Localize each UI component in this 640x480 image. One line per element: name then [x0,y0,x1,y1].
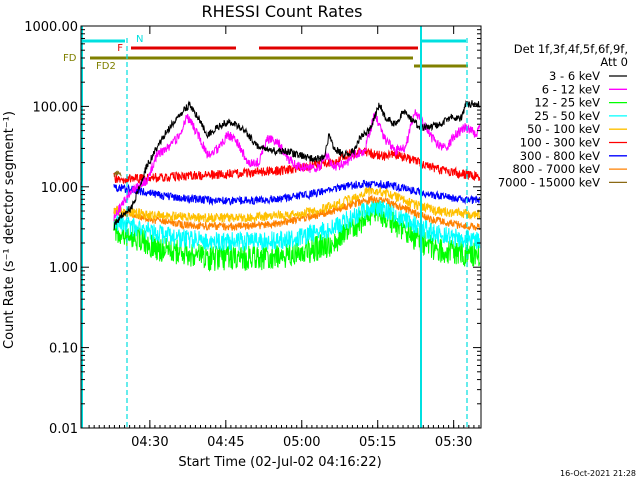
series-line-3-6kev [113,99,481,231]
y-tick-label: 0.01 [49,422,78,437]
flag-label-n: N [136,34,143,45]
attenuator-markers [81,26,468,428]
plot-frame [80,25,482,429]
x-axis: 04:30 04:45 05:00 05:15 05:30 [88,26,480,450]
flag-bars: F FD FD2 N [63,34,468,72]
x-tick-label: 05:15 [359,435,396,450]
footer-date: 16-Oct-2021 21:28 [560,469,636,478]
legend-label: 300 - 800 keV [520,149,600,163]
y-tick-label: 100.00 [33,100,79,115]
legend-label: 100 - 300 keV [520,136,600,150]
chart-title: RHESSI Count Rates [202,2,363,21]
flag-label-fd2: FD2 [96,61,116,72]
legend-label: 6 - 12 keV [542,82,600,96]
flag-label-fd: FD [63,53,77,64]
x-tick-label: 04:45 [207,435,244,450]
legend-header-line-2: Att 0 [600,55,628,69]
series-line-6-12kev [113,109,481,222]
legend-header-line-1: Det 1f,3f,4f,5f,6f,9f, [514,42,628,56]
series-line-300-800kev [113,179,481,207]
y-tick-label: 0.10 [49,342,78,357]
legend-label: 50 - 100 keV [527,122,600,136]
series-line-50-100kev [113,186,481,223]
y-tick-label: 1000.00 [24,20,78,35]
x-tick-label: 04:30 [131,435,168,450]
data-lines [113,99,481,272]
series-line-800-7000kev [113,194,481,232]
x-tick-label: 05:00 [283,435,320,450]
legend-label: 800 - 7000 keV [512,162,600,176]
legend: Det 1f,3f,4f,5f,6f,9f, Att 0 3 - 6 keV6 … [498,42,628,189]
x-axis-label: Start Time (02-Jul-02 04:16:22) [178,455,381,470]
series-line-25-50kev [113,198,481,252]
y-tick-label: 1.00 [49,261,78,276]
y-axis-label: Count Rate (s⁻¹ detector segment⁻¹) [2,111,17,349]
legend-label: 3 - 6 keV [549,69,600,83]
legend-label: 7000 - 15000 keV [498,175,600,189]
series-line-12-25kev [113,200,481,272]
series-line-7000-15000kev [113,170,122,177]
legend-label: 12 - 25 keV [534,96,600,110]
y-tick-label: 10.00 [41,181,78,196]
flag-label-f: F [117,43,123,54]
legend-label: 25 - 50 keV [534,109,600,123]
x-tick-label: 05:30 [435,435,472,450]
